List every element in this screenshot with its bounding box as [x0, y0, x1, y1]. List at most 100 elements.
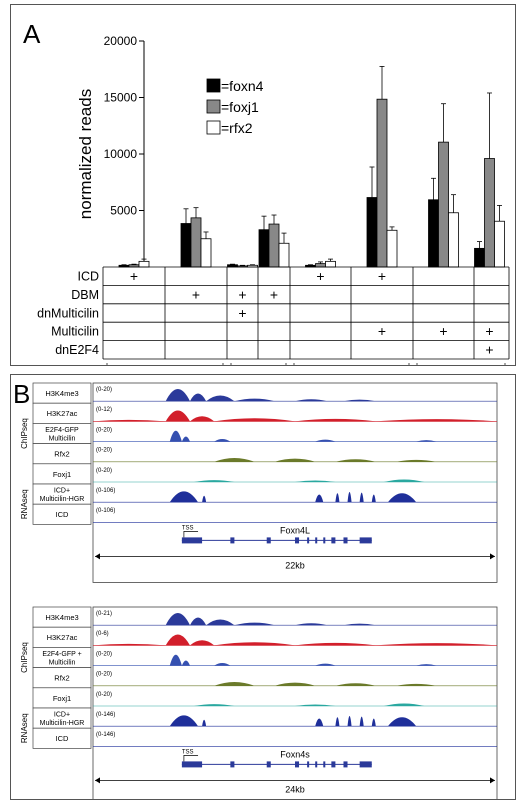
track-label-2: Multicilin-HGR	[40, 496, 85, 503]
signal-peak	[416, 440, 437, 442]
bar	[325, 260, 336, 268]
signal-peak	[214, 663, 231, 666]
signal-peak	[335, 717, 340, 727]
track-label: ICD	[56, 510, 70, 519]
scale-label: 24kb	[285, 784, 305, 794]
legend-swatch	[206, 99, 221, 114]
panel-a-chart: 5000 10000 15000 20000 normalized reads =foxn…	[37, 34, 510, 365]
gene-exon	[359, 761, 372, 768]
signal-peak	[295, 642, 376, 646]
track-label: H3K27ac	[47, 633, 78, 642]
row-label: Multicilin	[51, 325, 99, 339]
gene-exon	[230, 537, 235, 544]
gene-exon	[315, 537, 318, 544]
browser-frame	[92, 382, 498, 583]
signal-peak	[295, 704, 336, 706]
plus-mark: +	[485, 323, 493, 339]
gene-exon	[266, 537, 271, 544]
signal-peak	[234, 398, 275, 402]
legend-label: =foxj1	[221, 99, 259, 115]
signal-peak	[347, 491, 352, 503]
signal-peak	[214, 418, 295, 422]
panel-b-letter: B	[13, 379, 31, 409]
track-range: (0-146)	[96, 732, 115, 738]
bar	[190, 217, 202, 268]
signal-peak	[169, 654, 182, 666]
scale-label: 22kb	[285, 560, 305, 570]
bar	[494, 220, 505, 268]
gene-name: Foxn4L	[280, 525, 310, 535]
signal-peak	[335, 683, 376, 686]
panel-a-letter: A	[23, 19, 41, 49]
bar	[258, 229, 270, 268]
signal-peak	[383, 479, 425, 482]
track-range: (0-20)	[96, 387, 112, 393]
signal-peak	[202, 495, 207, 503]
signal-peak	[295, 399, 328, 402]
signal-peak	[181, 660, 190, 666]
plus-mark: +	[485, 342, 493, 358]
plus-mark: +	[316, 268, 324, 284]
signal-peak	[295, 480, 336, 482]
y-axis-label: normalized reads	[76, 89, 95, 219]
signal-peak	[335, 459, 376, 462]
signal-peak	[169, 715, 199, 727]
track-range: (0-12)	[96, 407, 112, 413]
signal-peak	[396, 459, 437, 462]
signal-peak	[359, 716, 364, 727]
tss-arrow	[183, 531, 199, 538]
signal-peak	[169, 430, 182, 442]
experiment-bracket	[416, 363, 506, 365]
signal-peak	[194, 704, 235, 706]
bar	[315, 263, 326, 268]
track-label: H3K27ac	[47, 409, 78, 418]
signal-peak	[295, 418, 376, 422]
bar	[376, 98, 388, 268]
rnaseq-group-label: RNAseq	[20, 713, 29, 743]
bar	[268, 223, 280, 268]
signal-peak	[335, 493, 340, 503]
scale-arrow-left	[95, 553, 100, 560]
track-range: (0-106)	[96, 508, 115, 514]
signal-peak	[234, 622, 275, 626]
track-range: (0-20)	[96, 448, 112, 454]
signal-peak	[387, 717, 417, 727]
bar	[138, 260, 150, 268]
experiment-bracket	[106, 363, 224, 365]
gene-exon	[295, 761, 300, 768]
plus-mark: +	[192, 286, 200, 302]
track-label-box	[32, 727, 92, 749]
bar	[386, 229, 398, 268]
signal-peak	[194, 480, 235, 482]
signal-peak	[181, 436, 190, 442]
panel-a: A 5000 10000 15000 20000 normalized reads =fo…	[10, 4, 516, 366]
signal-peak	[189, 617, 207, 626]
track-label: Foxj1	[53, 470, 71, 479]
bar	[180, 223, 192, 268]
experiment-bracket	[230, 363, 287, 365]
scale-arrow-right	[490, 777, 495, 784]
track-range: (0-146)	[96, 712, 115, 718]
row-label: DBM	[71, 288, 99, 302]
gene-exon	[343, 761, 348, 768]
gene-exon	[323, 761, 326, 768]
gene-exon	[343, 537, 348, 544]
plus-mark: +	[238, 305, 246, 321]
signal-peak	[93, 643, 166, 646]
signal-peak	[214, 457, 255, 462]
signal-peak	[165, 389, 190, 402]
bar	[200, 238, 212, 268]
plus-mark: +	[238, 286, 246, 302]
signal-peak	[375, 643, 497, 646]
legend-label: =foxn4	[221, 78, 264, 94]
plus-mark: +	[130, 268, 138, 284]
gene-exon	[323, 537, 326, 544]
signal-peak	[416, 664, 437, 666]
row-label: ICD	[77, 270, 99, 284]
chipseq-group-label: ChIPseq	[20, 642, 29, 673]
signal-peak	[371, 718, 376, 727]
signal-peak	[206, 619, 235, 626]
track-label: H3K4me3	[45, 389, 78, 398]
experiment-bracket	[293, 363, 410, 365]
gene-exon	[266, 761, 271, 768]
